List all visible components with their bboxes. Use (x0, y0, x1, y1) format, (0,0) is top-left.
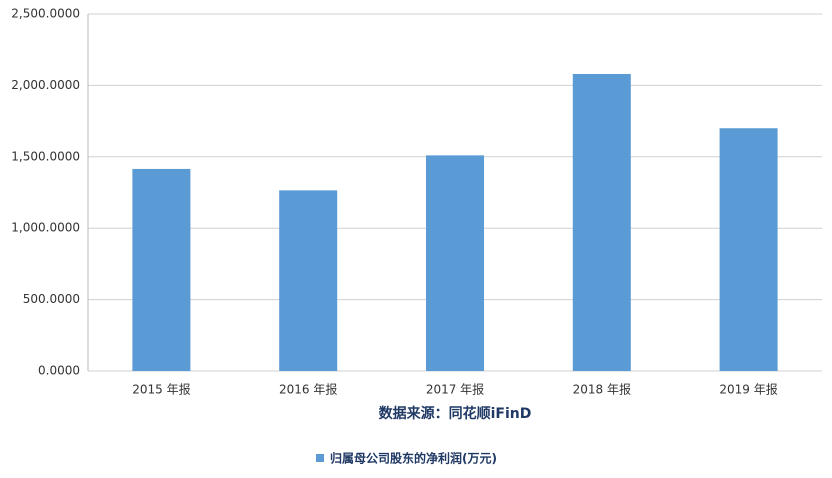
y-tick-label: 1,000.0000 (11, 221, 80, 235)
bar (572, 73, 631, 371)
y-tick-label: 1,500.0000 (11, 149, 80, 163)
x-tick-label: 2015 年报 (132, 382, 190, 397)
y-tick-label: 2,000.0000 (11, 78, 80, 92)
x-tick-label: 2017 年报 (426, 382, 484, 397)
bar (279, 190, 338, 371)
y-tick-label: 2,500.0000 (11, 7, 80, 21)
y-tick-label: 500.0000 (23, 292, 80, 306)
legend-swatch (316, 454, 324, 462)
legend-label: 归属母公司股东的净利润(万元) (330, 451, 497, 466)
y-tick-label: 0.0000 (38, 364, 80, 378)
x-tick-label: 2018 年报 (573, 382, 631, 397)
x-tick-label: 2016 年报 (279, 382, 337, 397)
x-axis-title: 数据来源：同花顺iFinD (379, 405, 532, 422)
bar (719, 128, 778, 371)
x-tick-label: 2019 年报 (719, 382, 777, 397)
bar (426, 155, 484, 371)
bar (132, 168, 191, 371)
